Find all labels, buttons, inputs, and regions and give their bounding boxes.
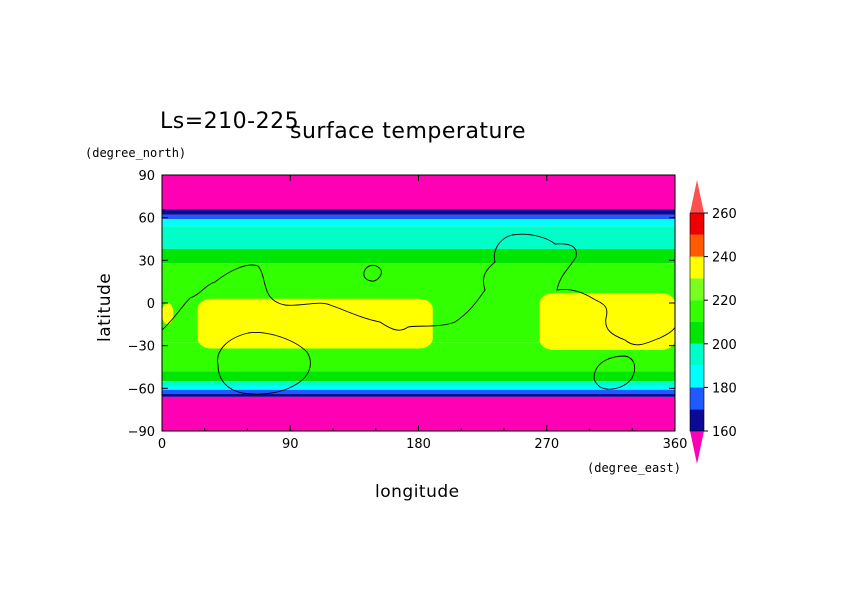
topography-contours: [162, 233, 675, 395]
colorbar-frame: [689, 212, 705, 432]
colorbar-label: 260: [712, 207, 737, 222]
colorbar-under-arrow: [690, 431, 704, 464]
plot-area: [162, 175, 675, 431]
temperature-band: [162, 248, 675, 264]
temperature-band: [162, 209, 675, 215]
x-tick-label: 180: [406, 437, 431, 452]
x-tick-label: 360: [663, 437, 688, 452]
warm-regions: [162, 293, 675, 350]
y-tick-label: −30: [128, 340, 155, 355]
warm-region: [197, 298, 433, 349]
colorbar-segment: [690, 234, 704, 257]
temperature-band: [162, 226, 675, 239]
colorbar-segment: [690, 256, 704, 279]
y-axis-label: latitude: [95, 273, 115, 342]
y-tick-label: −90: [128, 425, 155, 440]
y-tick-label: 90: [138, 169, 155, 184]
warm-region: [539, 293, 675, 350]
contour-line-hellas: [217, 332, 311, 395]
contour-line-argyre: [593, 355, 636, 390]
contour-line-small-island: [363, 264, 382, 282]
temperature-band: [162, 219, 675, 227]
x-tick-label: 0: [158, 437, 166, 452]
y-tick-label: 0: [147, 297, 155, 312]
temperature-band: [162, 389, 675, 395]
y-tick-label: 60: [138, 212, 155, 227]
y-tick-label: −60: [128, 382, 155, 397]
x-axis: 0 90 180 270 360: [158, 175, 688, 452]
colorbar-label: 160: [712, 425, 737, 440]
temperature-band: [162, 214, 675, 220]
colorbar-label: 200: [712, 338, 737, 353]
colorbar-segment: [690, 278, 704, 301]
colorbar-over-arrow: [690, 180, 704, 213]
y-axis: 90 60 30 0 −30 −60 −90: [128, 169, 675, 440]
temperature-band: [162, 381, 675, 386]
x-tick-label: 270: [534, 437, 559, 452]
x-unit-label: (degree_east): [587, 461, 681, 475]
y-tick-label: 30: [138, 254, 155, 269]
x-tick-label: 90: [282, 437, 299, 452]
colorbar-segment: [690, 387, 704, 410]
colorbar-label: 240: [712, 251, 737, 266]
temperature-band: [162, 371, 675, 382]
x-axis-label: longitude: [375, 482, 460, 502]
colorbar-segment: [690, 343, 704, 366]
colorbar-segment: [690, 409, 704, 431]
contour-line-tharsis: [162, 233, 675, 346]
colorbar-segment: [690, 365, 704, 388]
temperature-band: [162, 385, 675, 390]
y-unit-label: (degree_north): [85, 146, 186, 160]
colorbar-label: 180: [712, 381, 737, 396]
colorbar-segment: [690, 322, 704, 344]
warm-region: [162, 303, 174, 325]
colorbar-segment: [690, 213, 704, 235]
season-label: Ls=210-225: [160, 109, 299, 134]
temperature-band: [162, 394, 675, 397]
chart-title: surface temperature: [290, 119, 526, 144]
colorbar: 160 180 200 220 240 260: [689, 180, 737, 464]
colorbar-segment: [690, 300, 704, 322]
colorbar-label: 220: [712, 294, 737, 309]
temperature-band: [162, 239, 675, 249]
